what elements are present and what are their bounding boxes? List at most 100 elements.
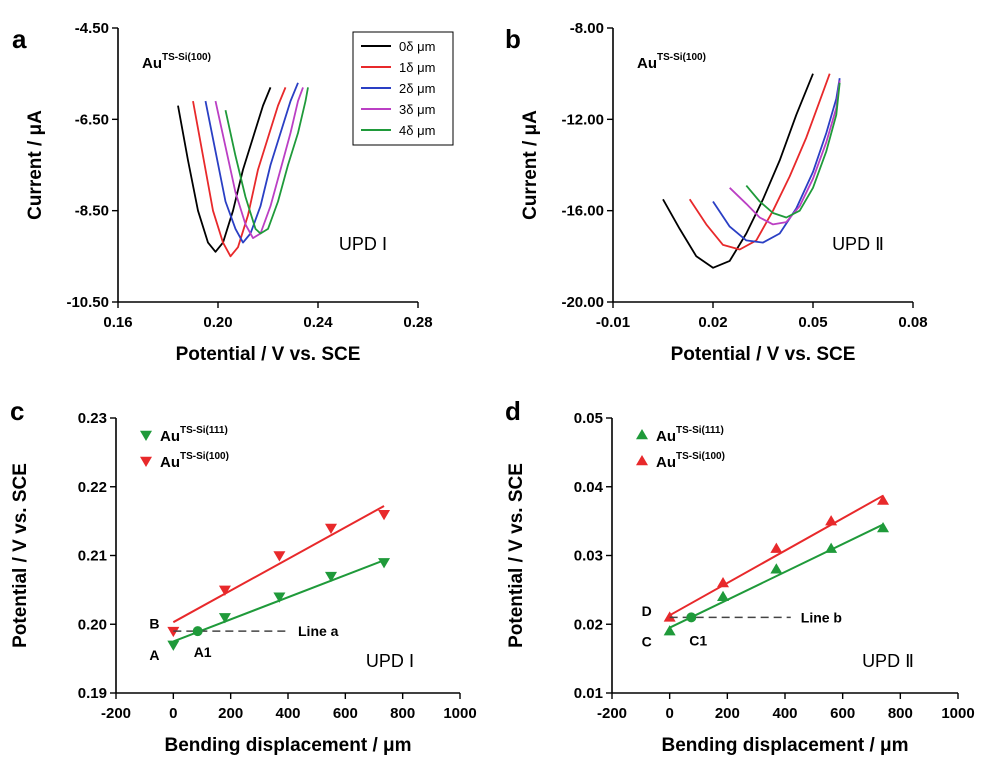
x-tick-label: 0.05 bbox=[798, 314, 827, 331]
upd-annotation: UPD Ⅱ bbox=[832, 234, 884, 254]
legend-entry: 4δ μm bbox=[399, 123, 435, 138]
series-curve bbox=[729, 80, 841, 226]
data-point-marker bbox=[877, 522, 890, 533]
y-tick-label: -4.50 bbox=[75, 20, 109, 37]
x-tick-label: 800 bbox=[390, 705, 415, 722]
panel-letter: b bbox=[505, 24, 521, 54]
y-tick-label: 0.21 bbox=[78, 548, 107, 565]
panel-letter: c bbox=[10, 396, 24, 426]
fit-line bbox=[669, 494, 884, 617]
series-curve bbox=[662, 73, 814, 269]
panel-c: c -200 0 200 400 600 800 1000 0.19 0.20 0.21 0.22 0.… bbox=[10, 396, 477, 756]
legend-entry: AuTS-Si(100) bbox=[656, 451, 725, 471]
intersection-point bbox=[192, 626, 203, 637]
legend-marker bbox=[140, 456, 152, 467]
data-point-marker bbox=[825, 542, 838, 553]
upd-annotation: UPD Ⅰ bbox=[339, 234, 387, 254]
data-point-marker bbox=[663, 611, 676, 622]
data-point-marker bbox=[218, 613, 231, 624]
data-point-marker bbox=[273, 551, 286, 562]
y-tick-label: -8.50 bbox=[75, 203, 109, 220]
y-tick-label: -10.50 bbox=[66, 294, 109, 311]
x-axis-title: Bending displacement / μm bbox=[661, 735, 908, 756]
point-label-a1: A1 bbox=[194, 644, 212, 660]
point-label-c1: C1 bbox=[689, 632, 707, 648]
line-label: Line b bbox=[801, 609, 842, 625]
data-point-marker bbox=[378, 558, 391, 569]
series-curve bbox=[177, 87, 272, 253]
legend-marker bbox=[636, 455, 648, 466]
y-tick-label: 0.19 bbox=[78, 685, 107, 702]
data-point-marker bbox=[663, 625, 676, 636]
y-tick-label: 0.03 bbox=[574, 548, 603, 565]
x-tick-label: 0.24 bbox=[303, 314, 333, 331]
legend-entry: 2δ μm bbox=[399, 81, 435, 96]
y-tick-label: -8.00 bbox=[570, 20, 604, 37]
y-tick-label: -6.50 bbox=[75, 111, 109, 128]
y-tick-label: 0.05 bbox=[574, 410, 603, 427]
fit-line bbox=[669, 523, 884, 629]
x-axis-title: Potential / V vs. SCE bbox=[176, 344, 361, 365]
legend-entry: AuTS-Si(100) bbox=[160, 451, 229, 471]
x-tick-label: 600 bbox=[333, 705, 358, 722]
point-label-a: A bbox=[149, 647, 159, 663]
point-label-d: D bbox=[642, 603, 652, 619]
panel-b: b -0.01 0.02 0.05 0.08 -8.00 -12.00 -16.00 -20.0… bbox=[505, 20, 928, 365]
legend-entry: AuTS-Si(111) bbox=[160, 425, 228, 445]
data-point-marker bbox=[273, 592, 286, 603]
line-label: Line a bbox=[298, 623, 339, 639]
series-curve bbox=[745, 82, 841, 219]
y-tick-label: 0.22 bbox=[78, 479, 107, 496]
series-curve bbox=[712, 78, 841, 244]
x-axis-title: Potential / V vs. SCE bbox=[671, 344, 856, 365]
fit-line bbox=[172, 505, 385, 624]
y-tick-label: 0.20 bbox=[78, 616, 107, 633]
x-tick-label: 0.20 bbox=[203, 314, 232, 331]
x-tick-label: 0 bbox=[169, 705, 177, 722]
data-point-marker bbox=[717, 577, 730, 588]
x-tick-label: 1000 bbox=[941, 705, 974, 722]
data-point-marker bbox=[167, 640, 180, 651]
data-point-marker bbox=[825, 515, 838, 526]
y-tick-label: -12.00 bbox=[561, 111, 604, 128]
data-point-marker bbox=[770, 542, 783, 553]
data-point-marker bbox=[378, 510, 391, 521]
x-tick-label: 0.02 bbox=[698, 314, 727, 331]
y-tick-label: 0.02 bbox=[574, 616, 603, 633]
panel-letter: a bbox=[12, 24, 27, 54]
upd-annotation: UPD Ⅰ bbox=[366, 651, 414, 671]
legend-entry: 3δ μm bbox=[399, 102, 435, 117]
inset-sample-label: AuTS-Si(100) bbox=[637, 52, 706, 72]
x-tick-label: 400 bbox=[772, 705, 797, 722]
x-tick-label: 0.08 bbox=[898, 314, 927, 331]
legend-entry: AuTS-Si(111) bbox=[656, 425, 724, 445]
point-label-b: B bbox=[149, 615, 159, 631]
series-curve bbox=[224, 87, 309, 235]
series-curve bbox=[192, 87, 287, 258]
x-tick-label: 0.28 bbox=[403, 314, 432, 331]
x-tick-label: -200 bbox=[597, 705, 627, 722]
panel-d: d -200 0 200 400 600 800 1000 0.01 0.02 0.03 0.04 0.… bbox=[505, 396, 975, 756]
data-point-marker bbox=[325, 523, 337, 534]
point-label-c: C bbox=[642, 633, 652, 649]
x-tick-label: 800 bbox=[888, 705, 913, 722]
x-tick-label: 0.16 bbox=[103, 314, 132, 331]
x-tick-label: -200 bbox=[101, 705, 131, 722]
y-tick-label: 0.23 bbox=[78, 410, 107, 427]
data-point-marker bbox=[325, 571, 337, 583]
panel-a: a 0.16 0.20 0.24 0.28 -4.50 -6.50 -8.50 -10.50 Po… bbox=[12, 20, 454, 365]
data-point-marker bbox=[717, 590, 730, 601]
series-curve bbox=[688, 73, 831, 251]
y-tick-label: 0.04 bbox=[574, 479, 604, 496]
upd-annotation: UPD Ⅱ bbox=[862, 651, 914, 671]
legend-entry: 0δ μm bbox=[399, 39, 435, 54]
x-tick-label: 1000 bbox=[443, 705, 476, 722]
x-tick-label: 600 bbox=[830, 705, 855, 722]
y-tick-label: -20.00 bbox=[561, 294, 604, 311]
x-tick-label: 0 bbox=[665, 705, 673, 722]
x-tick-label: 200 bbox=[715, 705, 740, 722]
data-point-marker bbox=[218, 585, 231, 596]
x-tick-label: -0.01 bbox=[596, 314, 630, 331]
x-axis-title: Bending displacement / μm bbox=[164, 735, 411, 756]
